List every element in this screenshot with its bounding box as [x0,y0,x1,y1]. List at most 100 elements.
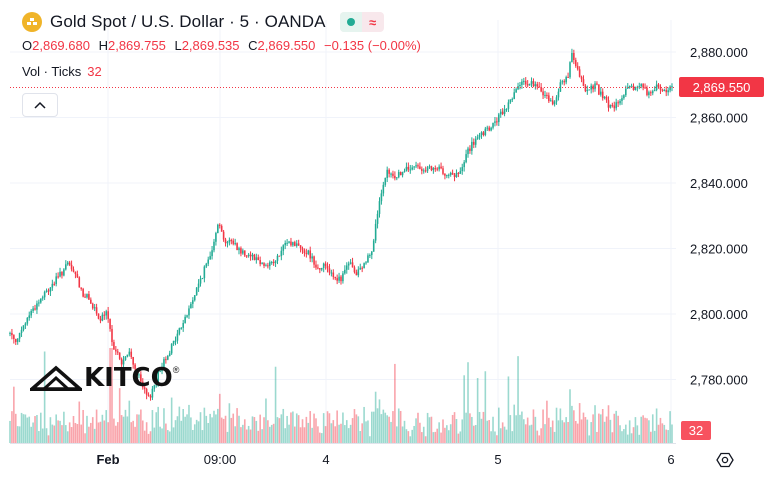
candle-body [188,308,190,316]
volume-bar [536,430,539,443]
volume-bar [207,423,210,443]
price-tick-label: 2,860.000 [690,111,748,126]
candle-body [617,102,619,104]
volume-bar [203,407,206,443]
candle-body [268,262,271,267]
candle-body [478,134,481,138]
candle-body [399,172,402,176]
price-axis[interactable]: 2,880.000 2,860.000 2,840.000 2,820.000 2,80… [690,45,748,388]
symbol-title[interactable]: Gold Spot / U.S. Dollar · 5 · OANDA [50,12,326,31]
volume-bar [138,414,140,443]
volume-bar [588,435,591,443]
candle-body [501,111,504,114]
volume-bar [326,411,329,443]
market-status-pill[interactable]: ≈ [339,12,384,32]
candle-body [669,86,671,91]
volume-bar [161,428,163,443]
volume-bar [386,415,388,443]
volume-bar [496,435,498,443]
time-axis[interactable]: Feb 09:00 4 5 6 [96,452,674,467]
candle-body [49,287,52,292]
volume-bar [538,435,541,443]
candle-body [251,254,254,257]
candle-body [197,283,200,288]
candle-body [526,84,529,86]
volume-bar [532,409,535,443]
volume-bar [648,420,650,443]
candle-body [453,174,456,178]
volume-bar [163,408,165,443]
candle-body [523,80,525,82]
volume-bar [180,420,183,443]
candle-body [213,241,215,251]
volume-bar [101,414,104,443]
candle-body [625,88,627,96]
volume-bar [76,424,79,443]
volume-bar [573,410,575,443]
volume-bar [95,409,98,443]
candle-body [542,91,544,96]
volume-bar [174,420,177,443]
price-change: −0.135 (−0.00%) [324,38,421,53]
price-candles [9,48,673,401]
volume-bar [297,415,300,443]
candle-body [295,243,298,246]
chart-grid [10,20,676,443]
volume-bar [215,414,217,443]
volume-bar [669,411,671,443]
candle-body [66,262,69,265]
volume-bar [107,422,109,443]
candle-body [644,87,646,89]
candle-body [567,77,569,79]
candle-body [621,98,623,101]
volume-bar [192,429,194,443]
volume-bar [18,426,21,443]
candle-body [407,166,410,170]
candle-body [607,100,610,108]
gold-bars-icon[interactable] [22,12,42,32]
candle-body [13,335,15,340]
candle-body [61,271,63,276]
chart-settings-button[interactable] [714,449,736,471]
volume-bar [380,414,383,443]
candle-body [651,91,654,94]
candle-body [494,121,496,123]
volume-bar [45,428,48,443]
volume-bar [218,393,221,443]
volume-bar [603,421,606,443]
volume-bar [657,424,660,443]
candle-body [569,62,571,78]
volume-bar [26,417,29,443]
candle-body [305,253,308,255]
open-label: O [22,38,33,53]
volume-bar [336,410,338,443]
candle-body [449,172,452,175]
volume-bar [478,411,481,443]
volume-bar [247,425,250,443]
candle-body [90,299,92,304]
volume-bar [347,428,350,443]
candle-body [103,314,106,316]
volume-bar [145,422,148,443]
candle-body [548,95,550,102]
collapse-legend-button[interactable] [22,93,58,117]
volume-bar [609,419,612,443]
close-label: C [248,38,258,53]
candle-body [359,267,362,270]
candle-body [299,245,302,249]
volume-bar [480,418,483,443]
candle-body [661,89,664,91]
candle-body [301,248,304,251]
volume-bar [449,424,452,443]
volume-value: 32 [87,64,102,79]
candle-body [157,371,159,383]
candle-body [422,170,425,172]
volume-label[interactable]: Vol · Ticks [22,64,82,79]
candle-body [615,102,617,109]
volume-bar [59,420,61,443]
candle-body [342,273,344,282]
ohlc-readout: O2,869.680 H2,869.755 L2,869.535 C2,869.… [22,38,421,53]
volume-bar [671,424,673,443]
candle-body [218,224,221,226]
